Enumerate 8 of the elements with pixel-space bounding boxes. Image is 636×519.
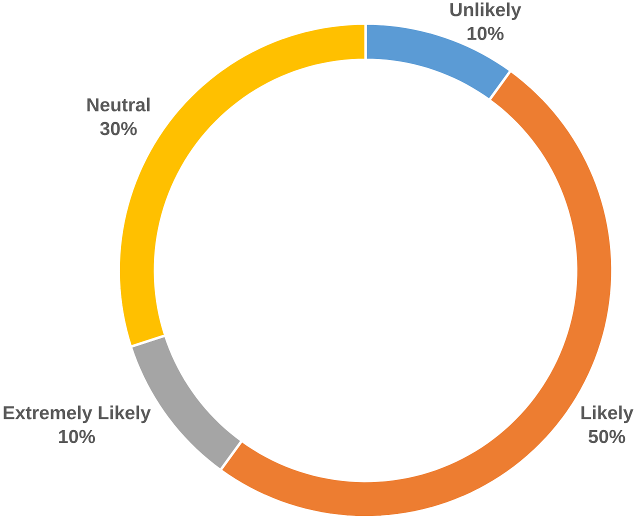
slice-label: Neutral bbox=[87, 98, 150, 112]
slice-label: Extremely Likely bbox=[4, 406, 151, 424]
slice-label: Unlikely bbox=[450, 2, 522, 20]
data-label: 50% bbox=[588, 430, 626, 444]
data-label: 30% bbox=[100, 122, 137, 136]
data-label: 10% bbox=[59, 430, 96, 444]
slice-label: Likely bbox=[581, 406, 634, 424]
data-label: 10% bbox=[468, 27, 504, 40]
